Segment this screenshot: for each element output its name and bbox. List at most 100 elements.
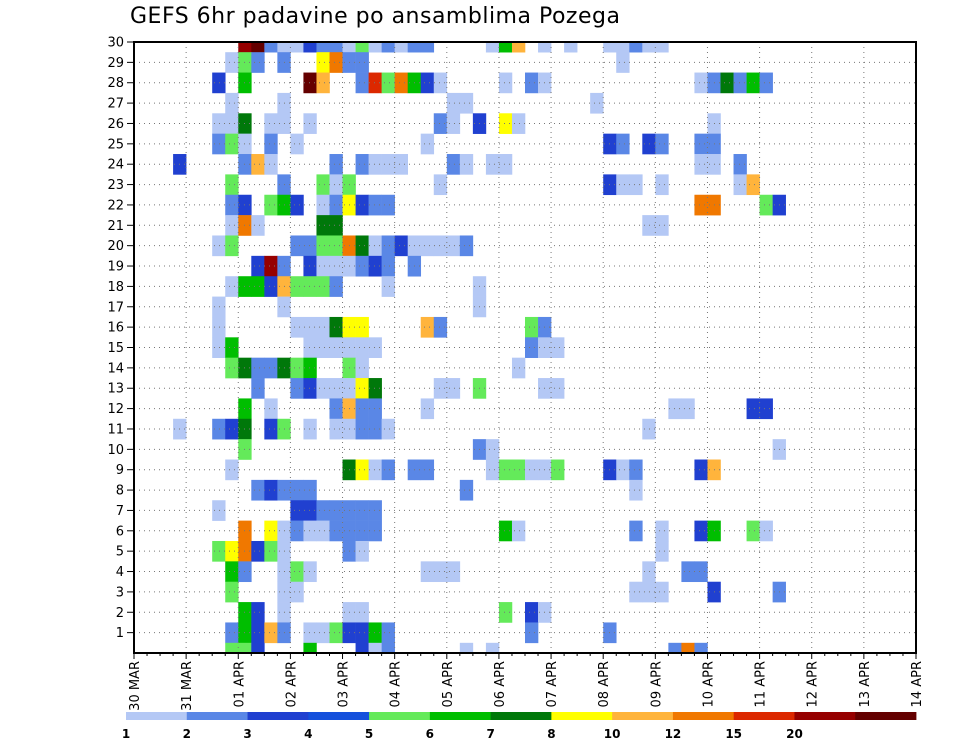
heatmap-cell — [381, 42, 395, 53]
heatmap-cell — [368, 418, 382, 440]
heatmap-cell — [303, 622, 317, 644]
heatmap-cell — [290, 42, 304, 53]
heatmap-cell — [759, 72, 773, 94]
heatmap-cell — [511, 459, 526, 481]
chart-title: GEFS 6hr padavine po ansamblima Pozega — [130, 4, 621, 29]
y-tick-label: 3 — [116, 585, 124, 600]
heatmap-cell — [329, 235, 343, 257]
heatmap-cell — [459, 154, 474, 175]
heatmap-cell — [394, 42, 408, 53]
heatmap-cell — [694, 459, 708, 481]
heatmap-cell — [290, 133, 304, 155]
heatmap-cell — [303, 418, 317, 440]
heatmap-cell — [681, 398, 695, 420]
heatmap-cell — [303, 337, 317, 358]
y-tick-label: 24 — [107, 158, 124, 173]
x-tick-label: 03 APR — [337, 661, 352, 707]
heatmap-cell — [564, 42, 578, 53]
heatmap-cell — [355, 540, 369, 562]
heatmap-cell — [498, 72, 513, 94]
heatmap-cell — [212, 72, 226, 94]
heatmap-cell — [316, 255, 330, 277]
colorbar-segment — [612, 712, 674, 720]
heatmap-cell — [212, 133, 226, 155]
heatmap-cell — [212, 500, 226, 521]
heatmap-cell — [655, 174, 669, 196]
heatmap-cell — [368, 194, 382, 216]
heatmap-cell — [381, 72, 395, 94]
colorbar-segment — [186, 712, 248, 720]
heatmap-cell — [355, 642, 369, 654]
heatmap-cell — [225, 92, 239, 114]
heatmap-cell — [368, 154, 382, 175]
heatmap-cell — [316, 500, 330, 521]
colorbar-label: 4 — [304, 727, 312, 741]
heatmap-cell — [251, 479, 265, 501]
x-tick-label: 30 MAR — [128, 661, 143, 711]
y-tick-label: 16 — [107, 321, 124, 336]
heatmap-cell — [381, 194, 395, 216]
heatmap-cell — [642, 215, 656, 236]
heatmap-cell — [368, 622, 382, 644]
heatmap-cell — [368, 42, 382, 53]
heatmap-cell — [290, 276, 304, 297]
heatmap-cell — [329, 194, 343, 216]
heatmap-cell — [329, 42, 343, 53]
heatmap-cell — [446, 561, 461, 583]
heatmap-cell — [303, 642, 317, 654]
heatmap-cell — [264, 398, 278, 420]
heatmap-cell — [355, 72, 369, 94]
heatmap-cell — [694, 194, 708, 216]
heatmap-cell — [264, 42, 278, 53]
heatmap-cell — [668, 398, 682, 420]
heatmap-cell — [420, 459, 435, 481]
heatmap-cell — [407, 42, 422, 53]
heatmap-cell — [394, 154, 408, 175]
heatmap-cell — [251, 215, 265, 236]
heatmap-cell — [225, 194, 239, 216]
y-tick-label: 23 — [107, 178, 124, 193]
heatmap-cell — [733, 72, 747, 94]
heatmap-cell — [655, 215, 669, 236]
heatmap-cell — [212, 337, 226, 358]
heatmap-cell — [290, 520, 304, 542]
y-tick-label: 4 — [116, 565, 124, 580]
heatmap-cell — [225, 337, 239, 358]
heatmap-cell — [355, 235, 369, 257]
heatmap-cell — [420, 235, 435, 257]
heatmap-cell — [746, 174, 760, 196]
heatmap-cell — [329, 215, 343, 236]
colorbar-label: 1 — [122, 727, 130, 741]
heatmap-cell — [264, 113, 278, 134]
y-tick-label: 18 — [107, 280, 124, 295]
heatmap-cell — [381, 622, 395, 644]
heatmap-cell — [303, 113, 317, 134]
heatmap-cell — [420, 42, 435, 53]
y-tick-label: 22 — [107, 198, 124, 213]
heatmap-cell — [381, 418, 395, 440]
heatmap-cell — [420, 398, 435, 420]
heatmap-cell — [329, 418, 343, 440]
y-tick-label: 29 — [107, 56, 124, 71]
heatmap-cell — [316, 72, 330, 94]
heatmap-cell — [303, 378, 317, 399]
heatmap-cell — [290, 581, 304, 603]
heatmap-cell — [525, 602, 539, 623]
heatmap-cell — [446, 92, 461, 114]
heatmap-cell — [590, 92, 604, 114]
heatmap-cell — [355, 459, 369, 481]
heatmap-cell — [433, 174, 448, 196]
y-tick-label: 30 — [107, 36, 124, 51]
heatmap-cell — [329, 52, 343, 73]
heatmap-cell — [251, 642, 265, 654]
heatmap-cell — [368, 72, 382, 94]
heatmap-cell — [368, 520, 382, 542]
heatmap-cell — [212, 418, 226, 440]
heatmap-cell — [355, 398, 369, 420]
heatmap-cell — [694, 520, 708, 542]
heatmap-cell — [355, 194, 369, 216]
heatmap-cell — [316, 316, 330, 338]
heatmap-cell — [225, 418, 239, 440]
heatmap-cell — [459, 642, 474, 654]
y-tick-label: 15 — [107, 341, 124, 356]
